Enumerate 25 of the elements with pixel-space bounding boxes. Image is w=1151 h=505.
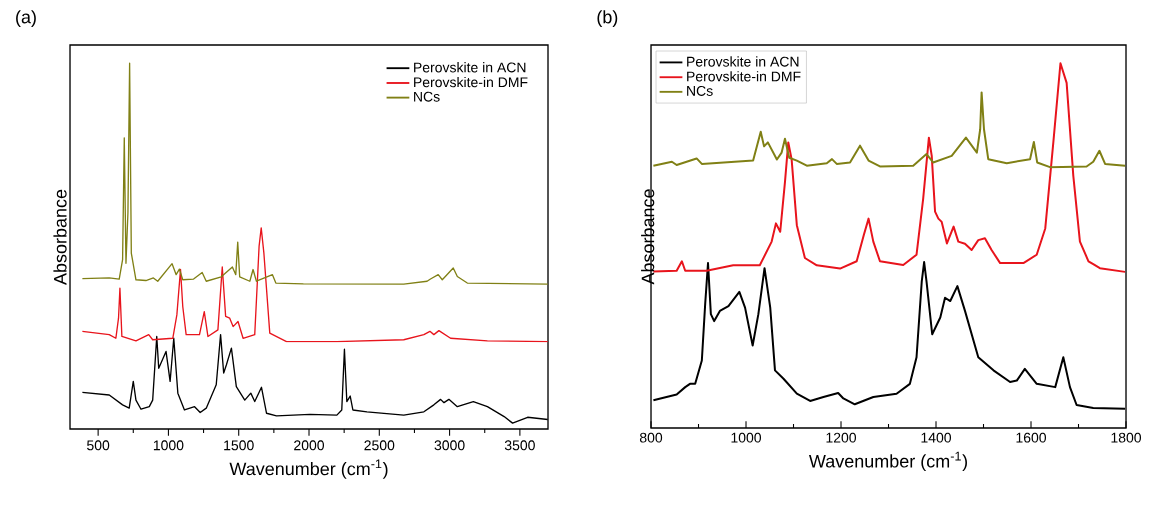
- legend-label: Perovskite in ACN: [414, 62, 526, 73]
- x-axis-title: Wavenumber (cm$^{-1}$): [229, 459, 388, 479]
- x-tick-label: 500: [87, 440, 110, 451]
- chart-title: (a): [16, 10, 36, 27]
- legend-label: Perovskite-in DMF: [687, 71, 801, 82]
- legend-label: NCs: [687, 85, 713, 96]
- y-axis-title: Absorbance: [53, 189, 67, 285]
- x-axis-title: Wavenumber (cm$^{-1}$): [808, 451, 967, 472]
- legend-label: Perovskite in ACN: [687, 56, 799, 67]
- x-tick-label: 1000: [731, 432, 762, 443]
- x-tick-label: 2500: [364, 440, 395, 451]
- x-tick-label: 800: [639, 432, 663, 443]
- x-tick-label: 2000: [294, 440, 325, 451]
- y-axis-title: Absorbance: [641, 189, 655, 285]
- x-tick-label: 1200: [826, 432, 857, 443]
- legend-label: NCs: [414, 91, 440, 102]
- x-tick-label: 1500: [224, 440, 254, 451]
- x-tick-label: 1400: [921, 432, 952, 443]
- x-tick-label: 3500: [504, 440, 535, 451]
- legend-label: Perovskite-in DMF: [414, 76, 528, 88]
- x-tick-label: 1000: [153, 440, 184, 451]
- x-tick-label: 1600: [1016, 432, 1047, 443]
- x-tick-label: 1800: [1111, 432, 1142, 443]
- x-tick-label: 3000: [434, 440, 465, 451]
- chart-title: (b): [597, 10, 618, 27]
